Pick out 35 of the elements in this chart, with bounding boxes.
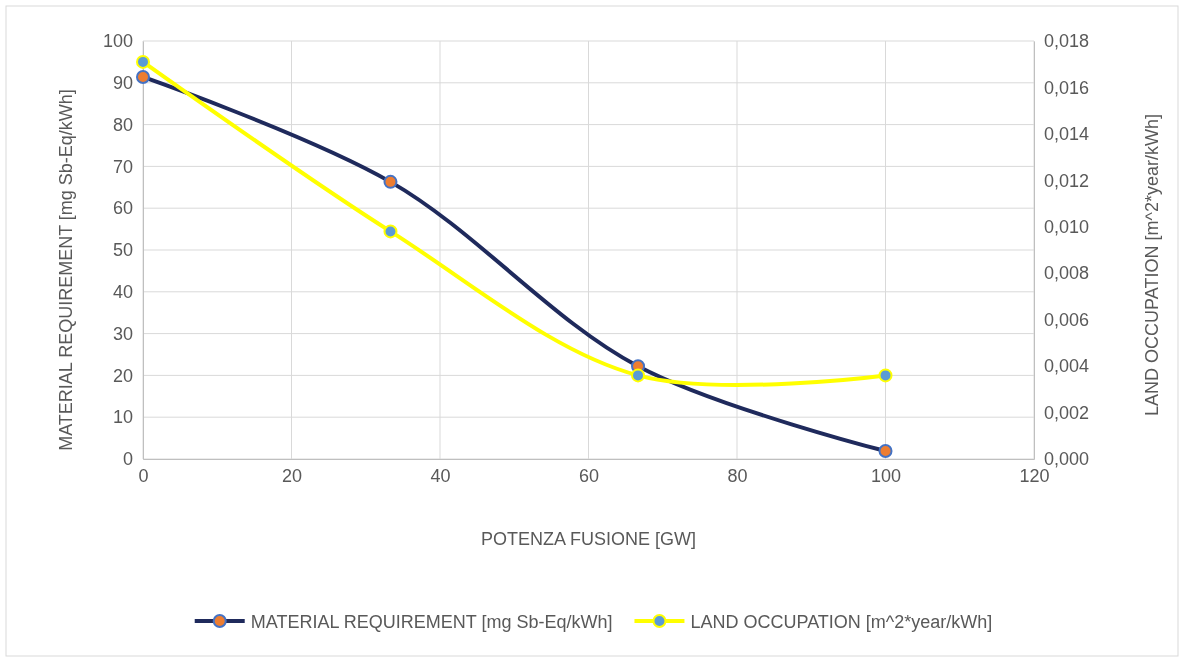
y2-tick-label: 0,016 bbox=[1044, 77, 1090, 98]
y-tick-label: 0 bbox=[122, 449, 133, 470]
x-tick-label: 0 bbox=[138, 465, 149, 486]
y2-tick-label: 0,014 bbox=[1044, 124, 1090, 145]
y2-tick-label: 0,018 bbox=[1044, 31, 1090, 52]
x-tick-label: 60 bbox=[578, 465, 600, 486]
y-tick-label: 50 bbox=[112, 240, 133, 261]
legend-label: MATERIAL REQUIREMENT [mg Sb-Eq/kWh] bbox=[250, 612, 613, 632]
y2-axis-title: LAND OCCUPATION [m^2*year/kWh] bbox=[1142, 114, 1162, 416]
y-tick-label: 90 bbox=[112, 73, 133, 94]
y-tick-label: 30 bbox=[112, 323, 133, 344]
y2-tick-label: 0,004 bbox=[1044, 356, 1090, 377]
y-tick-label: 60 bbox=[112, 198, 133, 219]
legend-label: LAND OCCUPATION [m^2*year/kWh] bbox=[690, 612, 993, 632]
y-tick-label: 80 bbox=[112, 114, 133, 135]
y2-tick-label: 0,010 bbox=[1044, 217, 1090, 238]
y-tick-label: 10 bbox=[112, 407, 133, 428]
y-tick-label: 40 bbox=[112, 282, 133, 303]
point bbox=[136, 54, 150, 69]
y2-tick-label: 0,002 bbox=[1044, 402, 1090, 423]
y-tick-label: 20 bbox=[112, 365, 133, 386]
x-tick-label: 40 bbox=[430, 465, 451, 486]
x-tick-label: 20 bbox=[281, 465, 303, 486]
y2-tick-label: 0,006 bbox=[1044, 309, 1090, 330]
x-tick-label: 80 bbox=[727, 465, 748, 486]
x-axis-title: POTENZA FUSIONE [GW] bbox=[480, 529, 697, 549]
x-tick-label: 100 bbox=[870, 465, 902, 486]
y-tick-label: 100 bbox=[102, 31, 133, 52]
y-tick-label: 70 bbox=[112, 156, 133, 177]
point bbox=[878, 368, 893, 383]
y-axis-title: MATERIAL REQUIREMENT [mg Sb-Eq/kWh] bbox=[56, 89, 76, 451]
y2-tick-label: 0,012 bbox=[1044, 170, 1090, 191]
point bbox=[383, 224, 398, 239]
y2-tick-label: 0,008 bbox=[1044, 263, 1090, 284]
point bbox=[631, 368, 646, 383]
